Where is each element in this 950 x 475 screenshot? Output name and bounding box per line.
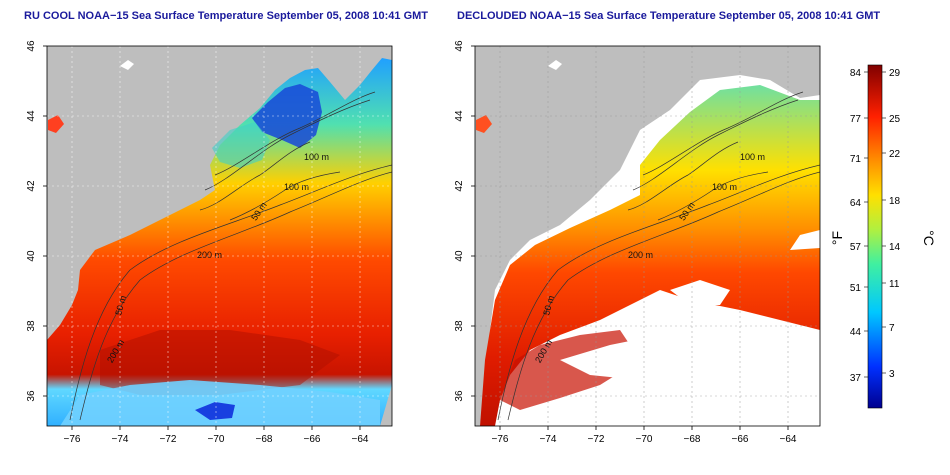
lon-tick-66-right: −66 (732, 434, 749, 445)
contour-label-4: 200 m (197, 250, 222, 260)
lon-tick-64-left: −64 (352, 434, 369, 445)
graticule-right (475, 46, 820, 426)
lon-tick-70-left: −70 (208, 434, 225, 445)
north-island-right (548, 60, 562, 70)
contour-label-2: 100 m (712, 182, 737, 192)
f-tick-57: 57 (850, 242, 862, 253)
lon-tick-72-right: −72 (588, 434, 605, 445)
f-tick-77: 77 (850, 114, 862, 125)
lat-tick-46-left: 46 (26, 40, 37, 52)
lon-tick-76-left: −76 (64, 434, 81, 445)
c-tick-25: 25 (889, 114, 901, 125)
ocean-sst-field (47, 58, 392, 426)
celsius-unit-label: °C (921, 230, 937, 246)
right-map-frame (474, 45, 821, 427)
lon-tick-74-left: −74 (112, 434, 129, 445)
cool-shelf-patch (212, 122, 270, 168)
red-spot-right (476, 115, 492, 133)
right-sst-map: 100 m 100 m 50 m 200 m 50 m 200 m (475, 46, 820, 426)
f-tick-44: 44 (850, 327, 862, 338)
f-tick-37: 37 (850, 373, 862, 384)
left-axis-ticks (43, 45, 361, 430)
lat-tick-42-left: 42 (26, 180, 37, 192)
red-spot-left (48, 115, 64, 133)
contour-label-2: 100 m (284, 182, 309, 192)
north-island-left (120, 60, 134, 70)
lon-tick-72-left: −72 (160, 434, 177, 445)
left-map-title: RU COOL NOAA−15 Sea Surface Temperature … (24, 10, 429, 22)
lon-tick-68-left: −68 (256, 434, 273, 445)
right-axis-ticks (471, 45, 789, 430)
c-tick-22: 22 (889, 149, 901, 160)
lat-tick-44-left: 44 (26, 110, 37, 122)
lon-tick-68-right: −68 (684, 434, 701, 445)
lon-tick-66-left: −66 (304, 434, 321, 445)
f-tick-84: 84 (850, 68, 862, 79)
graticule-left (47, 46, 392, 426)
f-tick-51: 51 (850, 283, 862, 294)
ocean-sst-field (480, 85, 820, 426)
c-tick-7: 7 (889, 323, 895, 334)
lat-tick-40-left: 40 (26, 250, 37, 262)
lon-tick-76-right: −76 (492, 434, 509, 445)
c-tick-11: 11 (889, 279, 900, 290)
blue-cloud-patch (195, 402, 235, 420)
c-tick-14: 14 (889, 242, 901, 253)
right-map-title: DECLOUDED NOAA−15 Sea Surface Temperatur… (457, 10, 881, 22)
contour-label-1: 100 m (304, 152, 329, 162)
left-map-frame (46, 45, 393, 427)
f-tick-71: 71 (850, 154, 862, 165)
bathymetry-contours-right (497, 91, 820, 421)
c-tick-3: 3 (889, 369, 895, 380)
colorbar (867, 64, 883, 409)
lat-tick-38-left: 38 (26, 320, 37, 332)
lon-tick-70-right: −70 (636, 434, 653, 445)
warm-core-patch (100, 330, 340, 395)
left-sst-map: 100 m 100 m 50 m 200 m 50 m 200 m (47, 46, 392, 426)
contour-label-1: 100 m (740, 152, 765, 162)
lat-tick-36-left: 36 (26, 390, 37, 402)
land-mass (475, 46, 820, 426)
lat-tick-44-right: 44 (454, 110, 465, 122)
lon-tick-64-right: −64 (780, 434, 797, 445)
lat-tick-36-right: 36 (454, 390, 465, 402)
lon-tick-74-right: −74 (540, 434, 557, 445)
lat-tick-42-right: 42 (454, 180, 465, 192)
cloud-gap-east (670, 280, 730, 305)
c-tick-18: 18 (889, 196, 901, 207)
fahrenheit-unit-label: °F (829, 231, 845, 245)
bathymetry-contours-left (69, 91, 392, 421)
lat-tick-40-right: 40 (454, 250, 465, 262)
f-tick-64: 64 (850, 198, 862, 209)
contour-label-4: 200 m (628, 250, 653, 260)
lat-tick-46-right: 46 (454, 40, 465, 52)
colorbar-ticks (864, 71, 886, 378)
lat-tick-38-right: 38 (454, 320, 465, 332)
c-tick-29: 29 (889, 68, 901, 79)
